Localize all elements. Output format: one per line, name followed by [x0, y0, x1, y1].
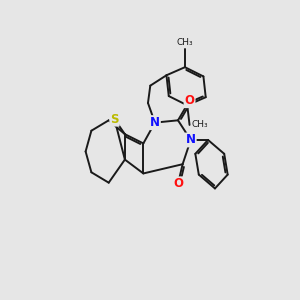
Text: CH₃: CH₃ [177, 38, 193, 47]
Text: O: O [173, 177, 183, 190]
Text: CH₃: CH₃ [191, 120, 208, 129]
Text: N: N [186, 134, 196, 146]
Text: N: N [150, 116, 160, 129]
Text: S: S [110, 113, 119, 126]
Text: O: O [184, 94, 195, 107]
